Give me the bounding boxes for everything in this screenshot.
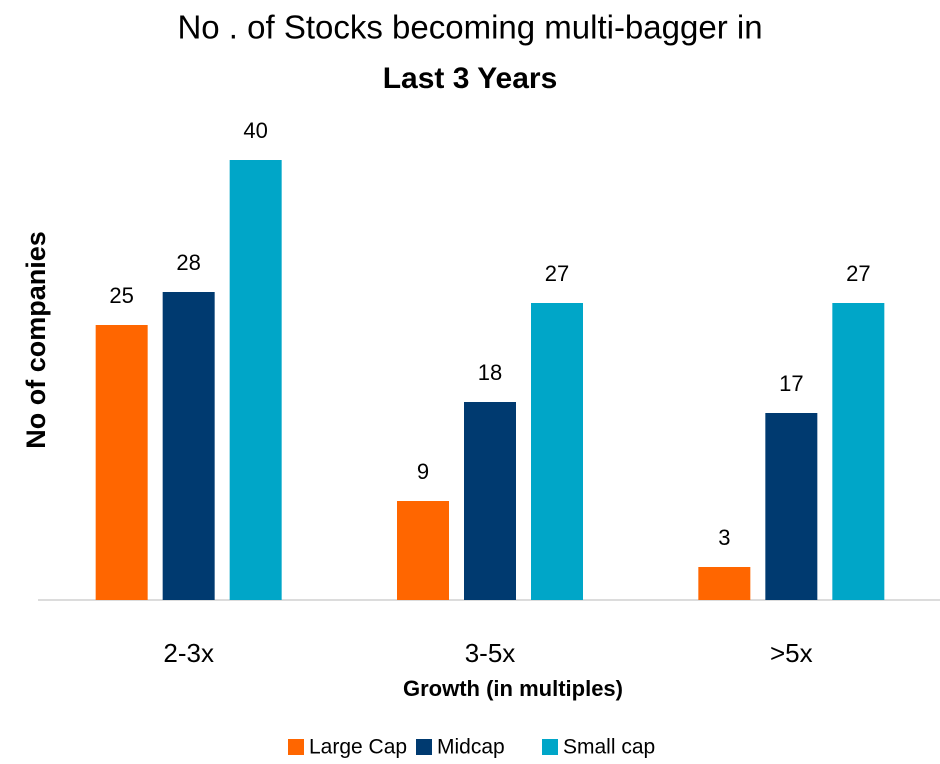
x-axis-label: Growth (in multiples) bbox=[403, 676, 623, 701]
data-label: 25 bbox=[109, 283, 133, 308]
legend-swatch bbox=[542, 739, 558, 755]
data-label: 17 bbox=[779, 371, 803, 396]
bar bbox=[832, 303, 885, 600]
bar bbox=[765, 413, 818, 600]
bar bbox=[531, 303, 583, 600]
data-label: 28 bbox=[176, 250, 200, 275]
bar bbox=[397, 501, 449, 600]
legend-label: Midcap bbox=[437, 736, 505, 759]
legend-label: Large Cap bbox=[309, 736, 407, 759]
data-label: 27 bbox=[545, 261, 569, 286]
bar bbox=[229, 160, 282, 600]
data-label: 9 bbox=[417, 459, 429, 484]
y-axis-label: No of companies bbox=[21, 231, 51, 449]
x-tick-label: 3-5x bbox=[465, 638, 516, 668]
x-tick-label: >5x bbox=[770, 638, 813, 668]
chart-title: No . of Stocks becoming multi-bagger in bbox=[177, 9, 762, 46]
legend-label: Small cap bbox=[563, 736, 655, 759]
legend-swatch bbox=[416, 739, 432, 755]
data-label: 18 bbox=[478, 360, 502, 385]
data-label: 40 bbox=[243, 118, 267, 143]
bar bbox=[162, 292, 215, 600]
data-label: 3 bbox=[718, 525, 730, 550]
data-label: 27 bbox=[846, 261, 870, 286]
legend-swatch bbox=[288, 739, 304, 755]
bar bbox=[95, 325, 148, 600]
bar bbox=[464, 402, 516, 600]
chart-subtitle: Last 3 Years bbox=[383, 62, 558, 95]
bar bbox=[698, 567, 751, 600]
x-tick-label: 2-3x bbox=[163, 638, 214, 668]
